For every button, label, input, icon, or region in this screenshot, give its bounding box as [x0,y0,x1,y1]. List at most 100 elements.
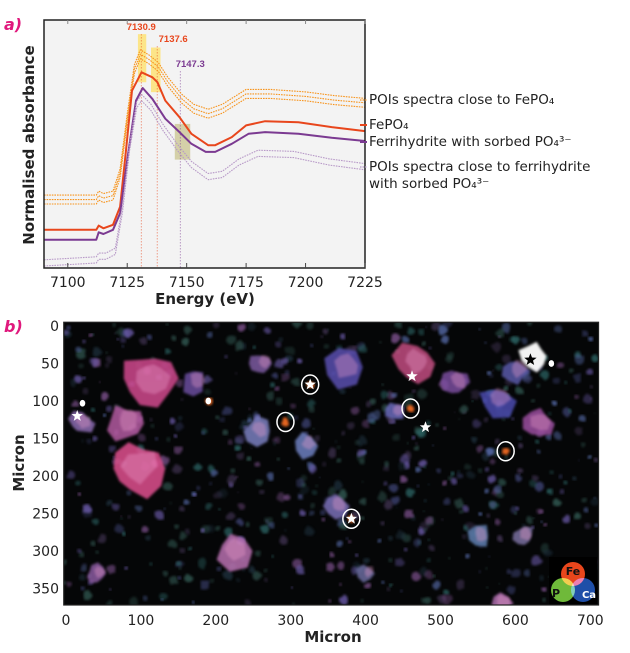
particle [593,457,598,463]
black-star-marker [524,353,537,365]
particle [349,387,352,389]
particle [591,353,599,363]
particle [517,468,524,474]
particle [423,597,432,605]
particle [234,372,238,375]
particle [252,570,263,581]
particle [345,537,349,540]
particle [280,417,290,427]
particle [377,538,382,543]
particle [518,442,524,449]
particle [205,502,213,510]
white-star-marker [71,410,83,421]
particle [574,512,582,520]
particle [308,510,315,516]
particle [488,501,497,509]
particle [564,380,568,385]
particle [175,379,184,388]
particle [443,497,451,505]
legend-channel-p [551,578,575,602]
particle [116,337,120,341]
y-tick-label: 250 [32,507,59,523]
particle [127,514,131,519]
particle [489,457,496,465]
particle [531,555,544,566]
particle [442,322,453,329]
particle [224,537,246,561]
particle [77,492,82,496]
particle [170,334,177,341]
particle [301,435,317,450]
particle [206,331,213,339]
particle [405,487,416,498]
particle [470,389,481,400]
y-tick-label: 350 [32,582,59,598]
particle [123,328,135,339]
particle [441,594,454,605]
particle [492,369,495,372]
particle [312,427,315,430]
particle [82,504,93,514]
particle [119,409,138,432]
particle [165,348,172,355]
particle [77,363,85,369]
particle [319,509,326,516]
particle [162,570,169,577]
particle [432,574,436,578]
particle [237,491,240,494]
particle [105,355,113,364]
particle [103,413,107,418]
particle [234,435,245,444]
particle [394,322,403,329]
particle [584,522,591,529]
particle [338,594,348,605]
particle [383,480,388,486]
particle [428,544,435,552]
particle [309,343,314,348]
particle [212,322,220,329]
particle [427,538,431,542]
particle [379,341,382,344]
particle [196,485,201,491]
particle [574,426,583,436]
particle [334,353,359,378]
x-tick-label: 500 [427,613,454,629]
particle [464,463,472,470]
map-frame [63,321,600,606]
particle [501,417,506,422]
particle [112,456,116,459]
particle [478,570,482,574]
particle [183,325,193,336]
particle [227,438,233,445]
particle [248,565,256,574]
particle [90,407,96,412]
particle [546,488,554,496]
particle [411,435,416,440]
particle [493,484,502,494]
particle [192,462,203,471]
particle [558,474,563,479]
particle [549,470,554,475]
particle [556,362,565,368]
particle [323,343,330,349]
particle [536,449,541,454]
particle [495,445,497,448]
spectrum-line [44,53,366,201]
particle [371,409,381,421]
poi-circle [496,441,515,462]
particle [328,486,337,496]
particle [539,369,550,381]
particle [183,573,194,583]
particle [484,488,490,494]
particle [425,326,427,328]
particle [122,530,126,536]
particle [386,586,391,592]
particle [501,354,512,364]
particle [154,510,164,520]
particle [512,359,528,379]
particle [181,337,190,347]
particle [494,328,504,338]
x-tick-label: 200 [202,613,229,629]
particle [594,523,599,528]
x-tick-label: 7100 [50,275,86,291]
